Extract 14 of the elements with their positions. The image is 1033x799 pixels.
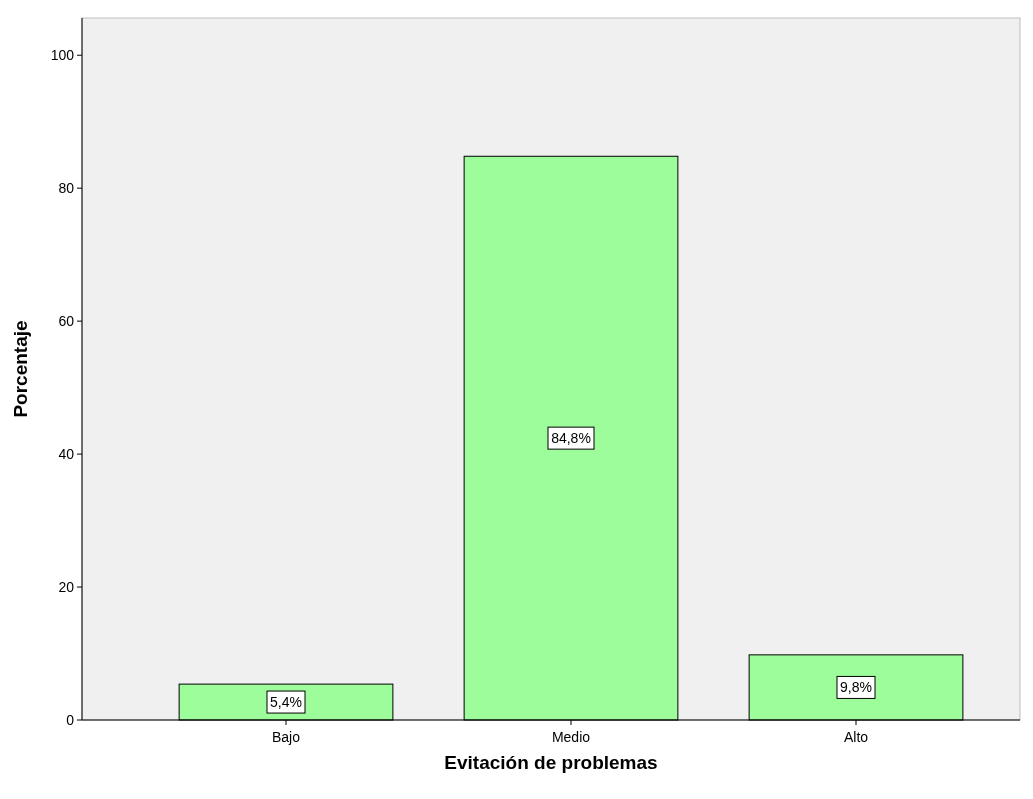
data-label: 9,8% <box>840 679 872 696</box>
data-label: 5,4% <box>270 694 302 711</box>
x-tick-label: Bajo <box>271 729 301 745</box>
x-tick-label: Medio <box>551 729 591 745</box>
y-tick-label: 40 <box>58 446 75 463</box>
y-tick-label: 0 <box>66 712 75 728</box>
x-tick-label: Alto <box>843 729 869 745</box>
data-label: 84,8% <box>551 430 591 447</box>
x-axis-title: Evitación de problemas <box>444 752 658 773</box>
y-tick-label: 20 <box>58 579 75 596</box>
y-tick-label: 60 <box>58 313 75 330</box>
y-axis-title: Porcentaje <box>10 320 31 418</box>
y-tick-label: 100 <box>50 47 75 64</box>
y-tick-label: 80 <box>58 180 75 197</box>
